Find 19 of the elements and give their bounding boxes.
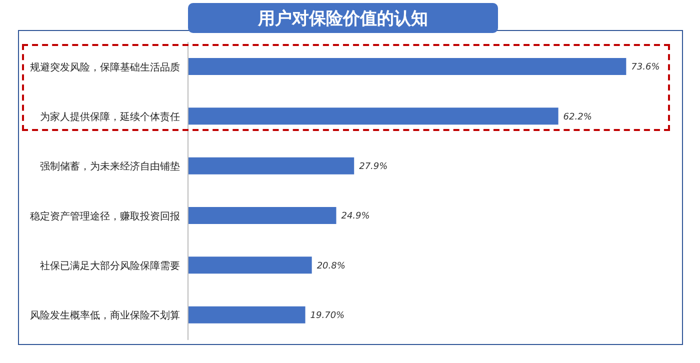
data-label: 27.9% (359, 162, 388, 172)
y-tick-label: 稳定资产管理途径，赚取投资回报 (30, 210, 180, 222)
bar (188, 157, 354, 174)
bar (188, 108, 558, 125)
bar (188, 306, 306, 324)
data-label: 62.2% (563, 112, 592, 122)
y-tick-label: 风险发生概率低，商业保险不划算 (30, 310, 180, 322)
bar (188, 256, 312, 274)
data-label: 19.70% (310, 311, 345, 322)
data-label: 73.6% (631, 62, 660, 73)
y-tick-label: 为家人提供保障，延续个体责任 (40, 111, 180, 124)
data-label: 20.8% (316, 261, 346, 272)
y-tick-label: 强制储蓄，为未来经济自由铺垫 (40, 160, 180, 173)
y-tick-label: 规避突发风险，保障基础生活品质 (30, 61, 180, 74)
chart-title: 用户对保险价值的认知 (188, 3, 498, 33)
y-tick-label: 社保已满足大部分风险保障需要 (40, 260, 180, 272)
data-label: 24.9% (341, 212, 370, 222)
bar (188, 58, 626, 75)
bar (188, 207, 336, 224)
